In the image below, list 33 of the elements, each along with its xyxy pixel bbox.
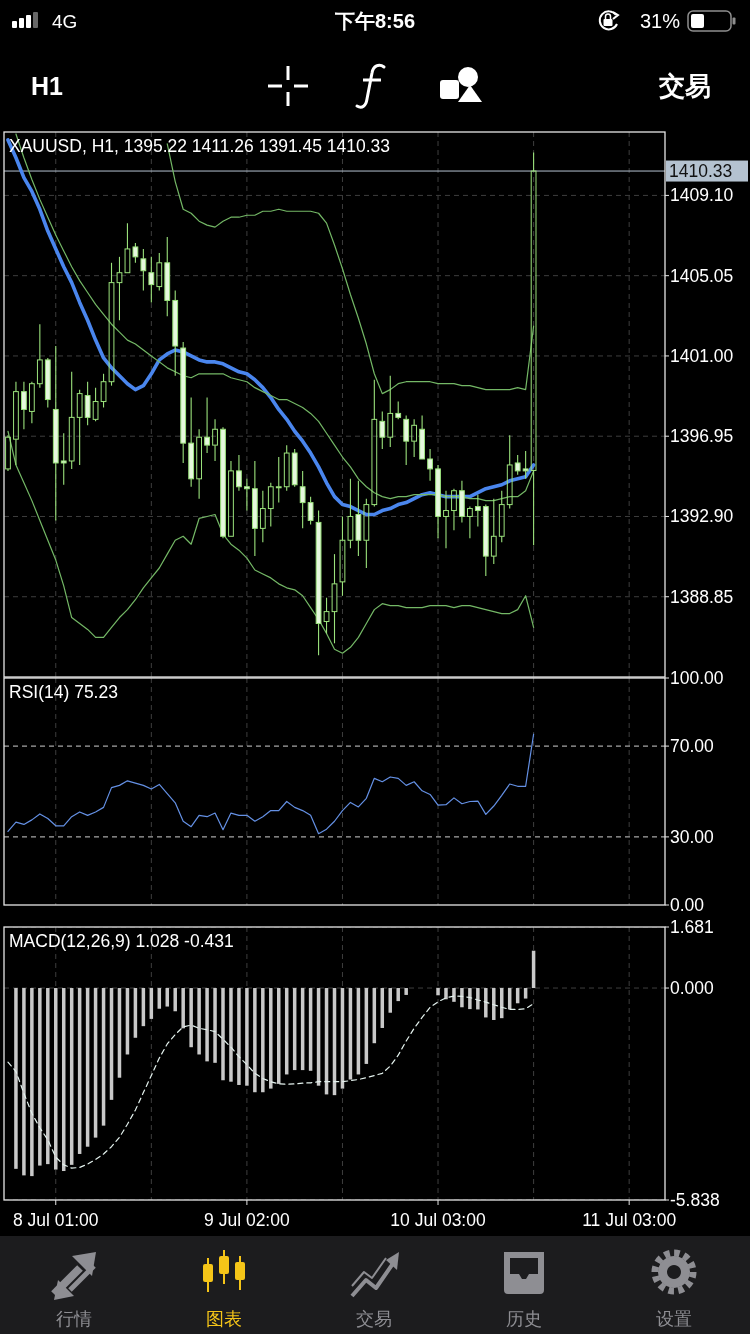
text: 行情 bbox=[56, 1309, 92, 1329]
text: 历史 bbox=[506, 1309, 542, 1329]
y-tick-label: 1392.90 bbox=[670, 506, 734, 527]
line-series bbox=[7, 995, 535, 1169]
y-tick-label: 100.00 bbox=[670, 668, 724, 688]
x-tick-label: 9 Jul 02:00 bbox=[204, 1210, 290, 1230]
text: 设置 bbox=[656, 1309, 692, 1329]
y-tick-label: 1401.00 bbox=[670, 345, 734, 366]
y-tick-label: 0.00 bbox=[670, 895, 705, 915]
text: 31% bbox=[639, 10, 681, 32]
text: 下午8:56 bbox=[333, 10, 416, 32]
chart-title: RSI(14) 75.23 bbox=[9, 682, 118, 702]
y-tick-label: 1.681 bbox=[670, 917, 714, 937]
chart-title: MACD(12,26,9) 1.028 -0.431 bbox=[9, 931, 234, 951]
y-tick-label: 1409.10 bbox=[670, 185, 734, 206]
line-series bbox=[7, 733, 535, 835]
y-tick-label: 30.00 bbox=[670, 826, 715, 847]
y-tick-label: 1405.05 bbox=[670, 265, 734, 286]
text: H1 bbox=[31, 72, 64, 100]
line-series bbox=[7, 430, 535, 654]
text: 图表 bbox=[206, 1309, 242, 1329]
y-tick-label: 1396.95 bbox=[670, 426, 734, 447]
y-tick-label: -5.838 bbox=[670, 1190, 720, 1210]
x-tick-label: 10 Jul 03:00 bbox=[390, 1210, 486, 1230]
y-tick-label: 1388.85 bbox=[670, 586, 734, 607]
y-tick-label: 0.000 bbox=[670, 978, 715, 999]
x-tick-label: 11 Jul 03:00 bbox=[582, 1210, 677, 1230]
y-tick-label: 70.00 bbox=[670, 736, 715, 757]
text: 交易 bbox=[658, 71, 711, 101]
text: 交易 bbox=[356, 1309, 392, 1329]
ref-line-label: 1410.33 bbox=[669, 161, 733, 182]
x-tick-label: 8 Jul 01:00 bbox=[12, 1210, 99, 1230]
text: 4G bbox=[52, 10, 78, 32]
